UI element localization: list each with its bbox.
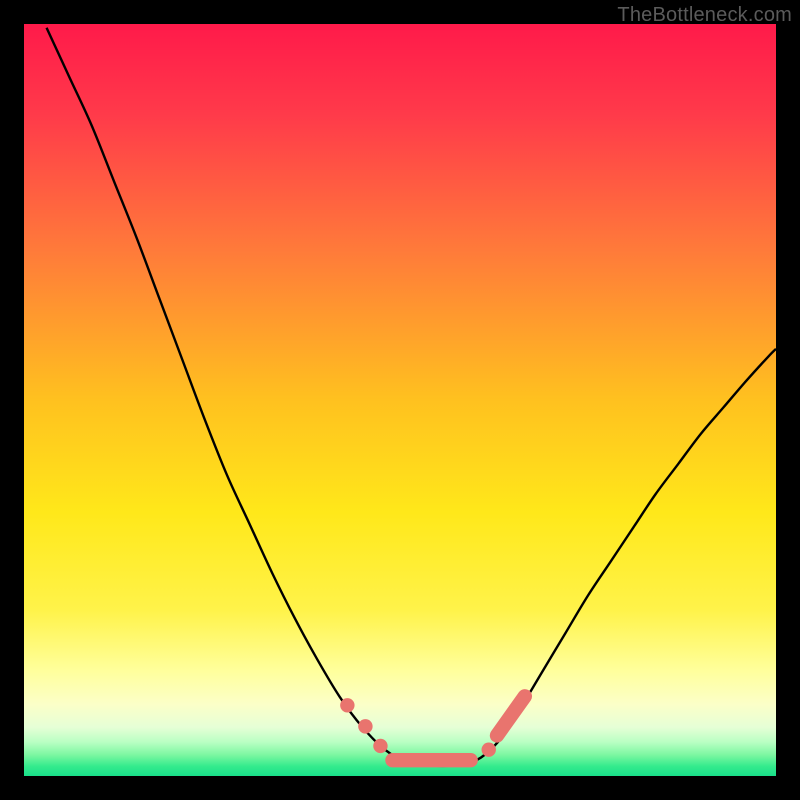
curve-marker	[340, 698, 354, 712]
bottleneck-chart-svg	[0, 0, 800, 800]
curve-marker	[373, 739, 387, 753]
chart-canvas: TheBottleneck.com	[0, 0, 800, 800]
curve-marker	[358, 719, 372, 733]
curve-marker	[482, 742, 496, 756]
watermark-text: TheBottleneck.com	[617, 4, 792, 27]
plot-area	[24, 24, 776, 776]
gradient-background	[24, 24, 776, 776]
